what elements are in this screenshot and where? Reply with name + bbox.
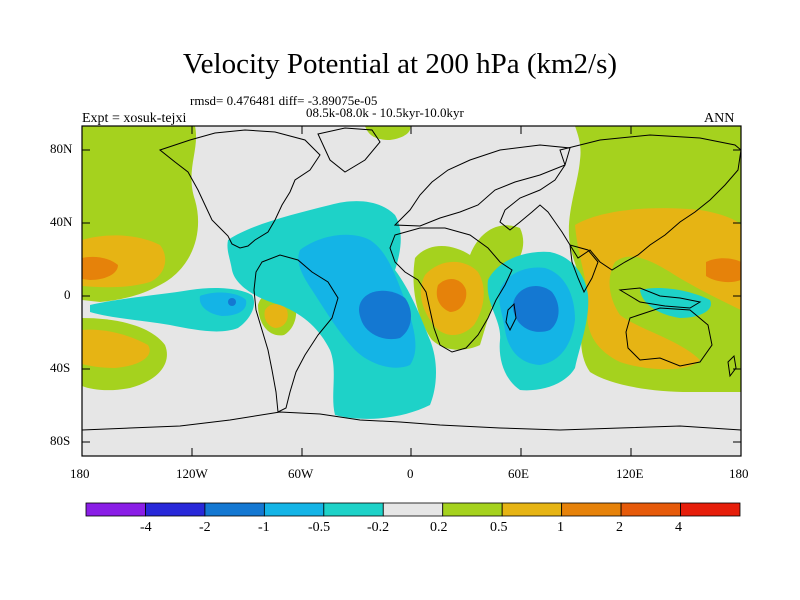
colorbar-swatch	[561, 502, 622, 517]
lat-ticks	[82, 149, 741, 443]
high-region-asia	[575, 208, 741, 370]
coast-greenland	[317, 127, 381, 173]
coast-south-america	[253, 254, 339, 413]
colorbar-swatch	[680, 502, 741, 517]
colorbar-swatch	[382, 502, 444, 517]
lon-ticks	[81, 126, 742, 456]
lon-label: 0	[407, 466, 414, 481]
season-label: ANN	[704, 111, 735, 126]
experiment-label: Expt = xosuk-tejxi	[82, 111, 187, 126]
lon-label: 120W	[176, 466, 208, 481]
map-title: Velocity Potential at 200 hPa (km2/s)	[182, 48, 618, 80]
peak-region-pacific-west	[82, 256, 118, 280]
coast-india	[569, 244, 599, 294]
colorbar-label: 1	[557, 520, 564, 535]
colorbar-swatch	[501, 502, 563, 517]
colorbar-label: 4	[675, 520, 682, 535]
colorbar-label: -4	[140, 520, 152, 535]
colorbar-label: 0.5	[490, 520, 508, 535]
min-region-atlantic	[359, 290, 412, 340]
colorbar-label: -0.5	[308, 520, 331, 535]
contour-field	[82, 126, 741, 456]
coast-asia	[499, 134, 741, 271]
coast-australia	[625, 307, 713, 367]
high-region-south-america	[264, 304, 288, 328]
colorbar-swatch	[620, 502, 681, 517]
min-region-pacific	[228, 298, 236, 306]
colorbar-label: 2	[616, 520, 623, 535]
lat-label: 80S	[50, 433, 71, 448]
coast-north-america	[158, 129, 321, 249]
lon-label: 180	[70, 466, 90, 481]
coast-new-zealand	[727, 354, 737, 378]
colorbar-label: -2	[199, 520, 211, 535]
colorbar-label: 0.2	[430, 520, 448, 535]
lat-label: 40N	[50, 214, 73, 229]
lat-label: 40S	[50, 360, 71, 375]
colorbar-swatch	[145, 502, 206, 517]
peak-region-africa	[436, 278, 467, 312]
coast-antarctica	[82, 411, 741, 431]
lon-label: 60W	[288, 466, 314, 481]
min-region-indian	[512, 286, 559, 332]
colorbar-swatch	[442, 502, 503, 517]
colorbar-label: -1	[258, 520, 270, 535]
lon-label: 180	[729, 466, 749, 481]
colorbar	[85, 502, 741, 517]
coast-indonesia	[618, 287, 702, 309]
colorbar-swatch	[85, 502, 146, 517]
lat-label: 80N	[50, 141, 73, 156]
peak-region-pacific-east	[706, 258, 741, 283]
coastlines	[82, 127, 741, 431]
colorbar-swatch	[263, 502, 325, 517]
rmsd-diff-stats: rmsd= 0.476481 diff= -3.89075e-05	[190, 93, 378, 108]
colorbar-swatch	[323, 502, 384, 517]
lat-label: 0	[64, 287, 71, 302]
lon-label: 60E	[508, 466, 529, 481]
coast-madagascar	[505, 302, 517, 332]
coast-europe	[393, 144, 571, 227]
period-label: 08.5k-08.0k - 10.5kyr-10.0kyr	[306, 105, 464, 120]
colorbar-label: -0.2	[367, 520, 390, 535]
low-region-pacific	[199, 292, 247, 316]
coast-africa	[389, 227, 513, 353]
lon-label: 120E	[616, 466, 644, 481]
colorbar-swatch	[204, 502, 265, 517]
high-region-south-pacific	[82, 329, 150, 368]
